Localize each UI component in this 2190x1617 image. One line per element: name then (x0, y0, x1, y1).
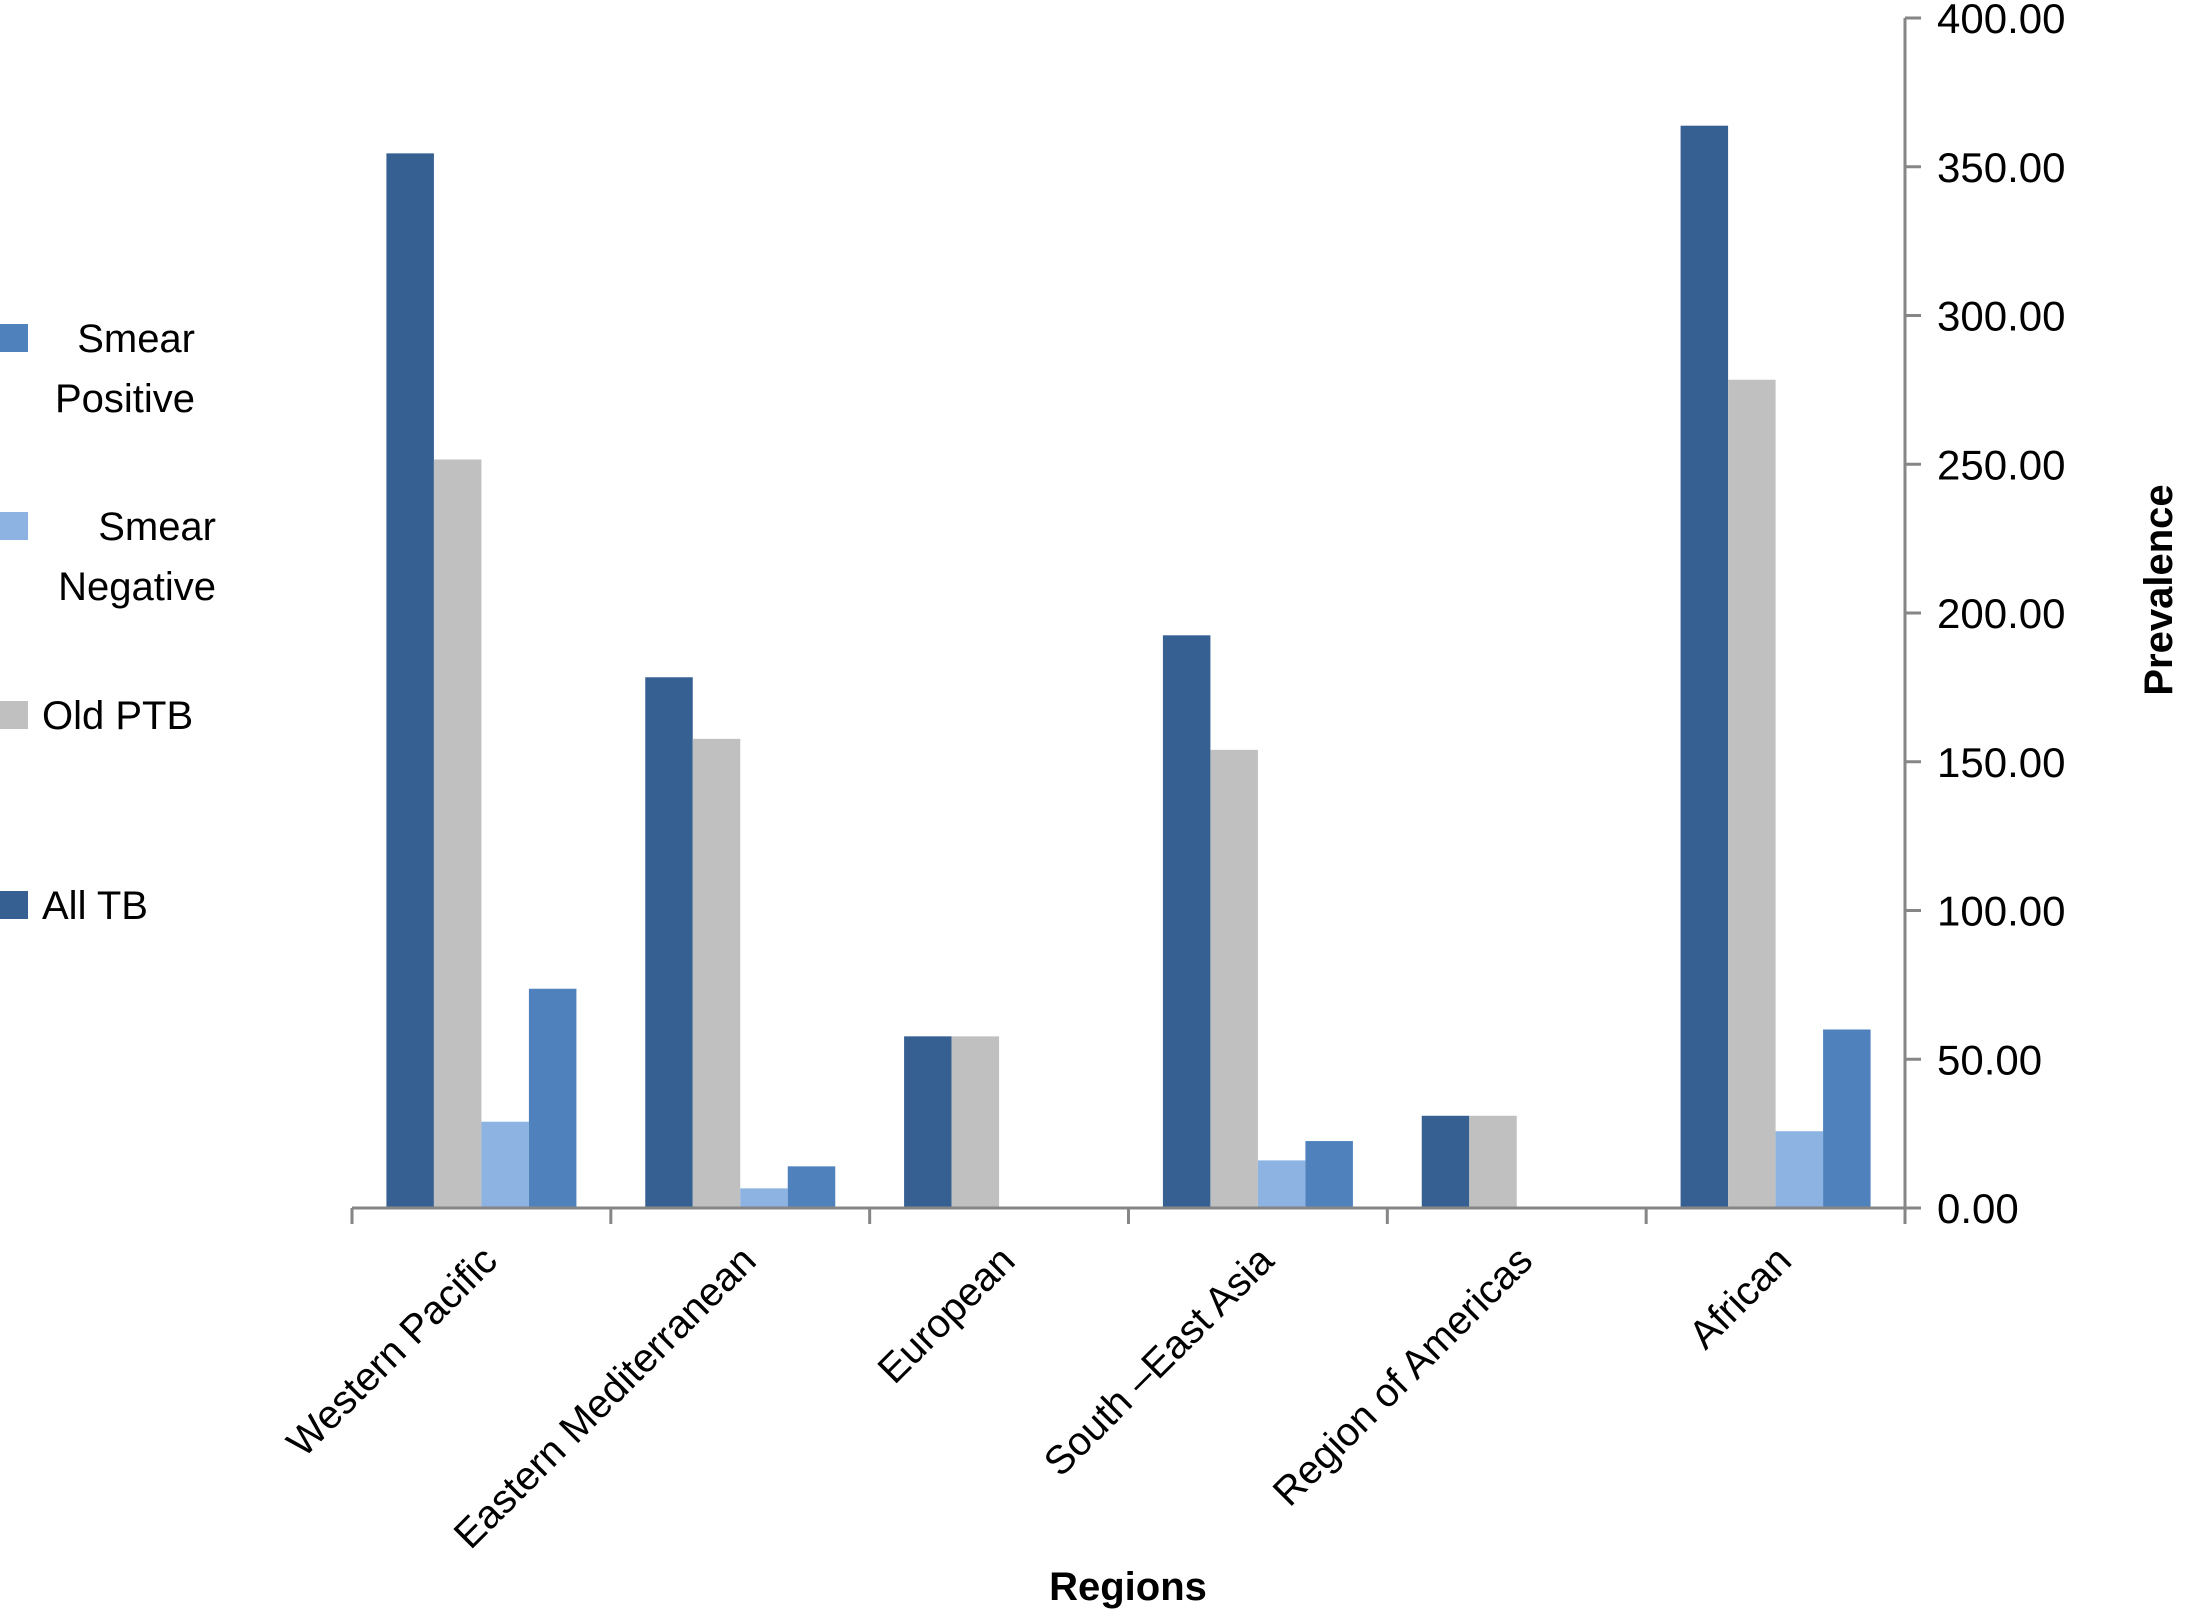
y-tick-label: 350.00 (1937, 144, 2065, 191)
bar-smear-negative (1257, 1160, 1306, 1208)
legend-label: Negative (58, 565, 216, 609)
y-tick-label: 300.00 (1937, 293, 2065, 340)
bar-old-ptb (1469, 1115, 1517, 1208)
bar-all-tb (1162, 635, 1211, 1208)
y-tick-label: 50.00 (1937, 1036, 2042, 1083)
y-tick-label: 100.00 (1937, 888, 2065, 935)
legend-swatch (0, 701, 28, 729)
legend-label: All TB (42, 884, 148, 928)
y-tick-label: 150.00 (1937, 739, 2065, 786)
bar-old-ptb (1210, 749, 1258, 1208)
legend-item: All TB (0, 884, 148, 928)
bar-all-tb (1680, 125, 1729, 1209)
bar-old-ptb (1728, 379, 1776, 1208)
bar-smear-positive (1305, 1141, 1353, 1208)
y-tick-label: 200.00 (1937, 590, 2065, 637)
x-tick-label: African (1681, 1238, 1800, 1357)
legend-swatch (0, 512, 28, 540)
legend: Smear Positive Smear Negative Old PTB All TB (0, 317, 216, 928)
bar-old-ptb (951, 1036, 1000, 1208)
bar-smear-negative (740, 1188, 788, 1208)
legend-item: Old PTB (0, 694, 193, 738)
legend-label: Smear (98, 505, 216, 549)
y-tick-label: 0.00 (1937, 1185, 2019, 1232)
bar-all-tb (1421, 1115, 1470, 1208)
bar-smear-negative (1775, 1131, 1824, 1208)
bar-old-ptb (692, 738, 741, 1208)
legend-label: Old PTB (42, 694, 193, 738)
x-tick-label: South –East Asia (1036, 1238, 1283, 1485)
x-tick-label: Eastern Mediterranean (446, 1238, 765, 1557)
bar-all-tb (904, 1036, 952, 1208)
legend-swatch (0, 324, 28, 352)
x-axis-title: Regions (1049, 1565, 1207, 1609)
y-tick-label: 400.00 (1937, 0, 2065, 42)
legend-item: Smear Negative (0, 505, 216, 609)
legend-item: Smear Positive (0, 317, 195, 421)
y-tick-label: 250.00 (1937, 441, 2065, 488)
legend-swatch (0, 891, 28, 919)
bar-smear-positive (528, 988, 577, 1208)
bar-old-ptb (433, 459, 482, 1208)
x-tick-label: European (870, 1238, 1024, 1392)
bars (386, 125, 1871, 1209)
legend-label: Positive (55, 377, 195, 421)
bar-all-tb (386, 153, 434, 1208)
legend-label: Smear (77, 317, 195, 361)
bar-smear-positive (1823, 1029, 1871, 1208)
bar-smear-positive (787, 1166, 836, 1208)
x-tick-label: Western Pacific (279, 1238, 506, 1465)
x-tick-label: Region of Americas (1265, 1238, 1541, 1514)
y-axis-title: Prevalence (2137, 484, 2181, 695)
bar-smear-negative (481, 1121, 529, 1208)
bar-all-tb (645, 677, 693, 1208)
